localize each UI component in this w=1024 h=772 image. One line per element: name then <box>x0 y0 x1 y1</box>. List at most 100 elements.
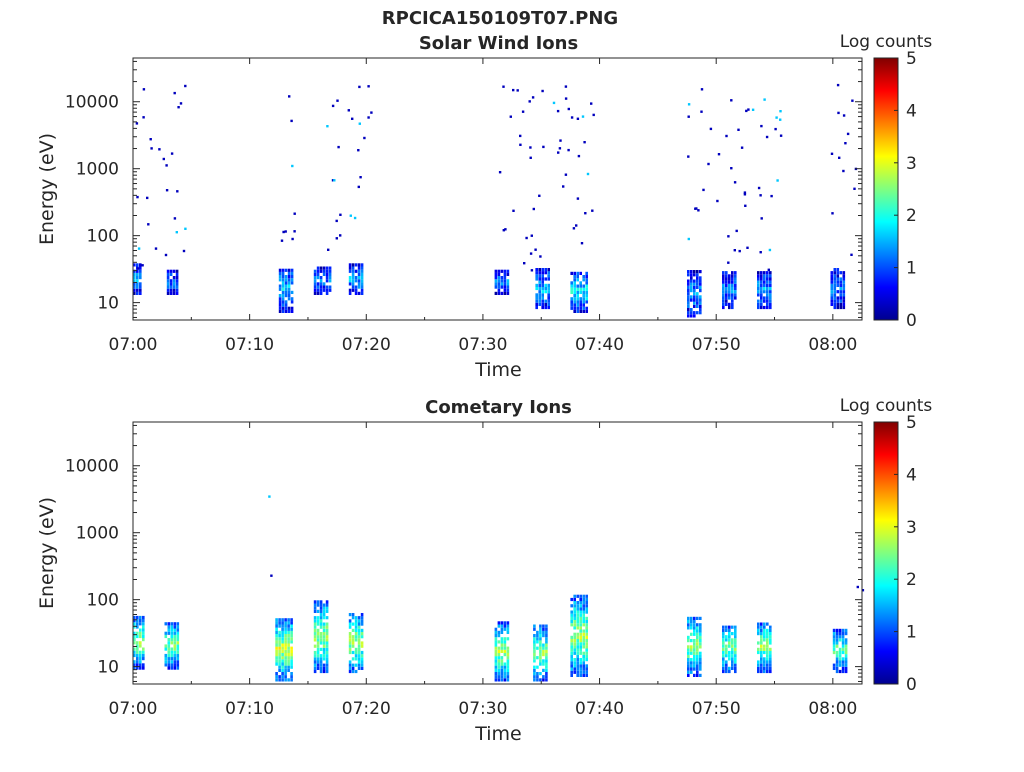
burst-cell <box>275 646 278 650</box>
burst-cell <box>541 299 544 303</box>
burst-cell <box>576 271 579 275</box>
burst-cell <box>278 653 281 657</box>
burst-cell <box>582 645 585 649</box>
burst-cell <box>536 656 539 660</box>
burst-cell <box>757 663 760 667</box>
burst-cell <box>136 279 139 283</box>
burst-cell <box>699 626 702 630</box>
burst-cell <box>760 274 763 278</box>
burst-cell <box>570 654 573 658</box>
count-pixel <box>577 154 581 158</box>
burst-cell <box>766 628 769 632</box>
burst-cell <box>582 300 585 304</box>
burst-cell <box>579 604 582 608</box>
burst-cell <box>539 637 542 641</box>
burst-cell <box>357 616 361 620</box>
burst-cell <box>545 630 548 634</box>
burst-cell <box>838 654 842 658</box>
burst-cell <box>582 604 585 608</box>
burst-cell <box>176 657 180 661</box>
burst-cell <box>133 279 136 283</box>
burst-cell <box>693 648 696 652</box>
count-pixel <box>357 185 360 189</box>
burst-cell <box>287 656 290 660</box>
burst-cell <box>585 271 588 275</box>
burst-cell <box>173 634 177 639</box>
burst-cell <box>278 665 281 669</box>
burst-cell <box>133 631 136 635</box>
burst-cell <box>696 629 699 633</box>
burst-cell <box>539 627 542 631</box>
burst-cell <box>166 276 170 280</box>
burst-cell <box>354 628 358 632</box>
burst-cell <box>835 666 839 670</box>
burst-cell <box>687 654 690 658</box>
burst-cell <box>287 271 291 275</box>
burst-cell <box>731 274 734 278</box>
burst-cell <box>325 288 329 292</box>
burst-cell <box>582 673 585 677</box>
burst-cell <box>319 269 323 273</box>
burst-cell <box>503 276 507 280</box>
burst-cell <box>535 299 538 303</box>
burst-cell <box>576 620 579 624</box>
burst-cell <box>841 644 845 648</box>
burst-cell <box>278 678 281 682</box>
burst-cell <box>585 667 588 671</box>
burst-cell <box>731 644 734 648</box>
burst-cell <box>322 635 326 639</box>
burst-cell <box>547 268 550 272</box>
burst-cell <box>354 635 358 639</box>
burst-cell <box>579 673 582 677</box>
burst-cell <box>354 269 358 273</box>
burst-cell <box>506 646 510 650</box>
burst-cell <box>351 616 355 620</box>
burst-cell <box>734 271 737 275</box>
burst-cell <box>690 270 693 274</box>
burst-cell <box>585 620 588 624</box>
burst-cell <box>687 626 690 630</box>
burst-cell <box>316 269 320 273</box>
count-pixel <box>370 111 373 114</box>
burst-cell <box>351 638 355 642</box>
burst-cell <box>357 632 361 636</box>
burst-cell <box>287 640 290 644</box>
burst-cell <box>687 670 690 674</box>
burst-cell <box>136 625 139 629</box>
burst-cell <box>687 620 690 624</box>
burst-cell <box>844 647 848 651</box>
burst-cell <box>832 644 836 648</box>
count-pixel <box>759 194 762 197</box>
burst-cell <box>573 607 576 611</box>
burst-cell <box>497 656 501 660</box>
burst-cell <box>769 641 772 645</box>
burst-cell <box>278 643 281 647</box>
burst-cell <box>176 653 180 658</box>
burst-cell <box>281 297 285 301</box>
burst-cell <box>839 299 843 303</box>
burst-cell <box>769 660 772 664</box>
burst-cell <box>133 634 136 639</box>
burst-cell <box>842 296 846 300</box>
burst-cell <box>500 665 504 669</box>
burst-cell <box>722 280 725 284</box>
burst-cell <box>728 293 731 297</box>
burst-cell <box>287 618 290 622</box>
burst-cell <box>576 300 579 304</box>
count-pixel <box>591 209 594 212</box>
burst-cell <box>287 290 291 294</box>
burst-cell <box>576 309 579 313</box>
burst-cell <box>360 622 364 626</box>
burst-cell <box>351 613 355 617</box>
burst-cell <box>173 650 177 654</box>
burst-cell <box>281 624 284 628</box>
burst-cell <box>348 619 352 623</box>
burst-cell <box>287 624 290 628</box>
burst-cell <box>325 654 329 658</box>
burst-cell <box>757 641 760 645</box>
plot-area <box>133 58 862 320</box>
burst-cell <box>348 669 352 674</box>
burst-cell <box>325 266 329 270</box>
burst-cell <box>539 643 542 647</box>
burst-cell <box>699 642 702 646</box>
